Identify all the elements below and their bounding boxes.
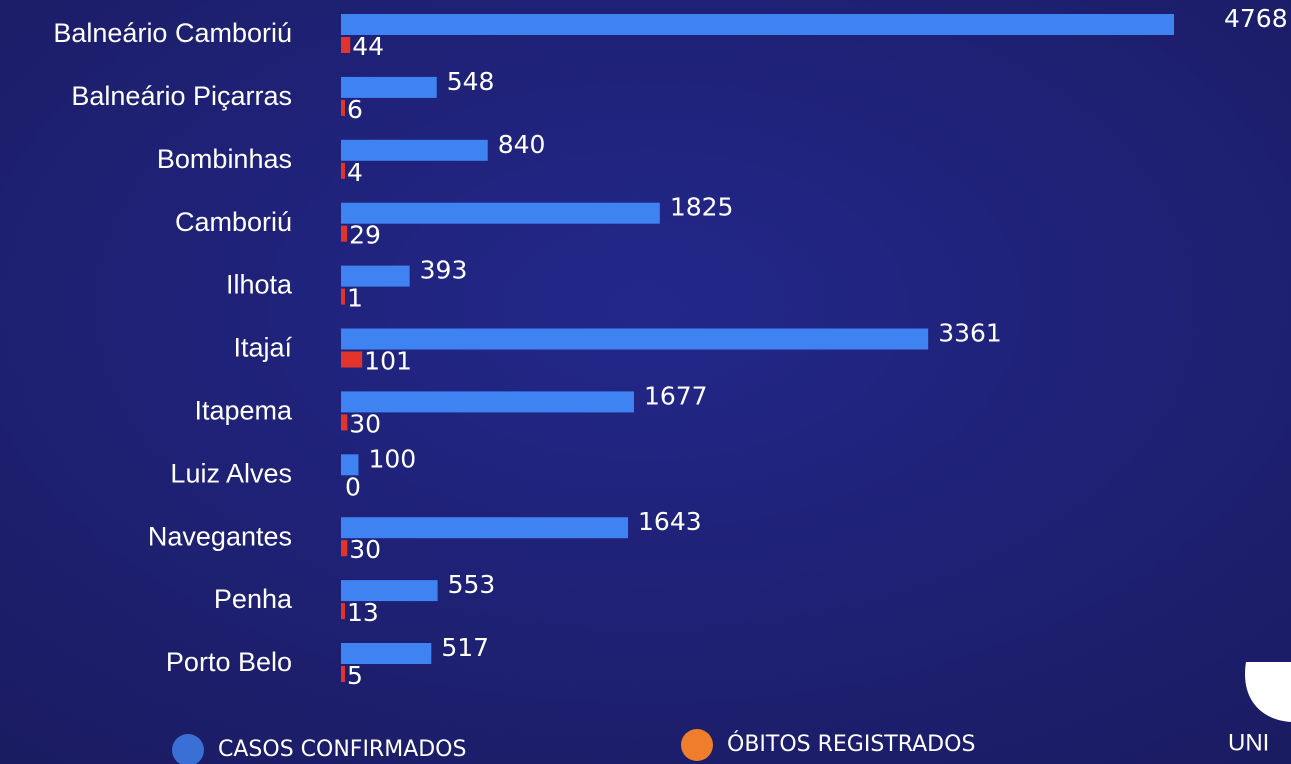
value-label: 1643 [638, 507, 702, 536]
bar [341, 37, 351, 53]
bar [341, 603, 345, 620]
bar [341, 414, 348, 431]
value-label: 4768 [1224, 4, 1288, 33]
category-label: Camboriú [175, 207, 292, 237]
value-label: 548 [447, 67, 495, 96]
bar [341, 454, 359, 476]
bar [341, 225, 348, 242]
bar [341, 162, 345, 179]
value-label: 13 [347, 598, 379, 627]
bar [341, 643, 432, 664]
bar [341, 76, 437, 98]
bar [341, 265, 410, 287]
value-label: 1677 [644, 381, 708, 410]
bar [341, 517, 629, 539]
bar [341, 580, 438, 602]
value-label: 100 [368, 444, 416, 473]
legend-swatch [681, 729, 713, 761]
category-label: Balneário Piçarras [71, 81, 292, 111]
category-label: Luiz Alves [170, 458, 292, 488]
category-label: Bombinhas [157, 144, 292, 174]
bar [341, 99, 345, 116]
value-label: 30 [349, 409, 381, 438]
bar [341, 14, 1174, 35]
category-label: Ilhota [226, 270, 293, 300]
value-label: 840 [498, 130, 546, 159]
value-label: 6 [347, 95, 363, 124]
category-label: Navegantes [148, 521, 292, 551]
bar [341, 351, 363, 368]
legend-label: ÓBITOS REGISTRADOS [727, 731, 975, 757]
value-label: 393 [420, 256, 468, 285]
bar [341, 391, 634, 413]
category-label: Itajaí [233, 333, 292, 363]
value-label: 5 [347, 661, 363, 690]
value-label: 29 [349, 221, 381, 250]
category-label: Balneário Camboriú [53, 18, 292, 48]
value-label: 1825 [670, 193, 734, 222]
bar [341, 288, 345, 305]
value-label: 4 [347, 158, 363, 187]
value-label: 1 [347, 284, 363, 313]
bar [341, 202, 660, 224]
legend-swatch [172, 734, 204, 764]
value-label: 553 [448, 570, 496, 599]
category-label: Penha [214, 584, 293, 614]
legend-label: CASOS CONFIRMADOS [218, 737, 466, 762]
value-label: 517 [441, 633, 489, 662]
bar [341, 328, 929, 350]
category-label: Porto Belo [166, 647, 292, 677]
value-label: 44 [352, 32, 384, 61]
value-label: 30 [349, 535, 381, 564]
logo-shape [1245, 662, 1291, 722]
bar [341, 139, 488, 161]
logo-text: UNI [1228, 729, 1269, 756]
value-label: 3361 [938, 319, 1002, 348]
value-label: 101 [364, 347, 412, 376]
bar [341, 540, 348, 557]
bar [341, 666, 345, 682]
category-label: Itapema [194, 396, 293, 426]
value-label: 0 [345, 472, 361, 501]
